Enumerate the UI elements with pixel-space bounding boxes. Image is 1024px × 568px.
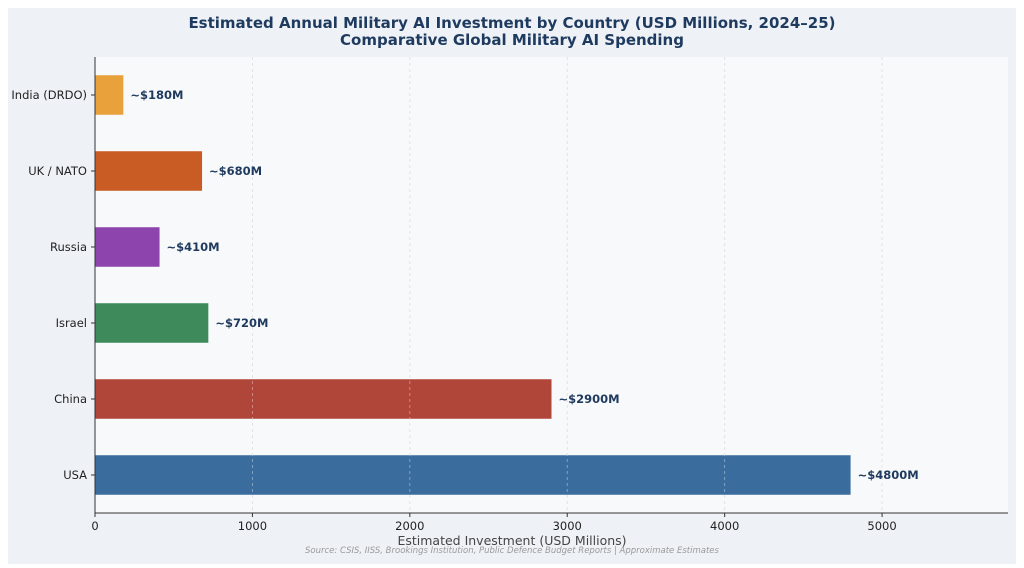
category-label: Israel xyxy=(56,316,87,330)
bar xyxy=(95,75,124,115)
source-note: Source: CSIS, IISS, Brookings Institutio… xyxy=(305,546,719,556)
x-tick-label: 5000 xyxy=(867,519,896,533)
x-axis-title: Estimated Investment (USD Millions) xyxy=(397,533,627,548)
data-label: ~$680M xyxy=(209,164,262,178)
category-label: UK / NATO xyxy=(28,164,87,178)
data-label: ~$720M xyxy=(215,316,268,330)
data-label: ~$4800M xyxy=(858,468,919,482)
bar xyxy=(95,303,209,343)
x-tick-label: 1000 xyxy=(238,519,267,533)
x-tick-label: 3000 xyxy=(553,519,582,533)
bar xyxy=(95,379,552,419)
x-tick-label: 4000 xyxy=(710,519,739,533)
grid-overlay xyxy=(252,57,883,513)
bar xyxy=(95,151,203,191)
data-label: ~$410M xyxy=(167,240,220,254)
category-label: USA xyxy=(63,468,87,482)
bar xyxy=(95,227,160,267)
category-labels: India (DRDO) UK / NATO Russia Israel China US… xyxy=(11,88,95,482)
category-label: China xyxy=(54,392,87,406)
bar xyxy=(95,455,851,495)
grid-lines xyxy=(252,57,883,513)
category-label: Russia xyxy=(50,240,87,254)
bars xyxy=(95,75,851,495)
data-label: ~$180M xyxy=(130,88,183,102)
chart-title: Estimated Annual Military AI Investment … xyxy=(188,14,836,32)
plot-area xyxy=(95,57,1008,513)
x-tick-label: 0 xyxy=(91,519,98,533)
chart-subtitle: Comparative Global Military AI Spending xyxy=(340,31,684,49)
x-tick-label: 2000 xyxy=(395,519,424,533)
x-tick-labels: 0 1000 2000 3000 4000 5000 xyxy=(91,513,897,533)
category-label: India (DRDO) xyxy=(11,88,87,102)
data-label: ~$2900M xyxy=(559,392,620,406)
data-labels: ~$180M ~$680M ~$410M ~$720M ~$2900M ~$4800M xyxy=(130,88,918,482)
